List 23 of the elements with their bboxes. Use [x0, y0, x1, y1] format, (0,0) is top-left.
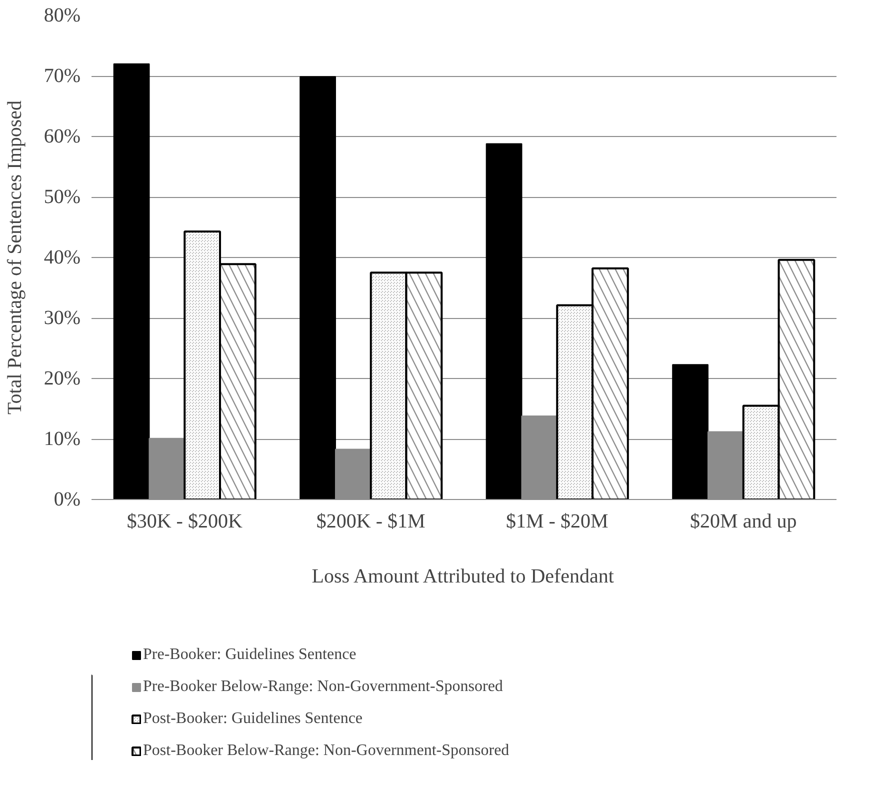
y-tick-label: 50%: [44, 186, 81, 208]
y-tick-label: 80%: [44, 4, 81, 26]
y-tick-label: 60%: [44, 126, 81, 148]
x-axis-title: Loss Amount Attributed to Defendant: [312, 566, 614, 588]
bar: [486, 143, 522, 500]
y-tick-label: 20%: [44, 368, 81, 390]
y-tick-label: 70%: [44, 65, 81, 87]
y-axis-title: Total Percentage of Sentences Imposed: [4, 100, 26, 415]
bar: [672, 364, 708, 500]
legend-label: Post-Booker Below-Range: Non-Government-Sponsored: [143, 742, 510, 760]
y-tick-label: 0%: [54, 488, 81, 510]
x-tick-label: $1M - $20M: [506, 510, 608, 532]
x-tick-label: $30K - $200K: [126, 510, 243, 532]
y-tick-label: 10%: [44, 428, 81, 450]
x-tick-label: $20M and up: [690, 510, 797, 532]
legend-label: Pre-Booker Below-Range: Non-Government-Sponsored: [143, 678, 503, 696]
y-tick-label: 40%: [44, 246, 81, 268]
bar: [300, 76, 336, 500]
legend-label: Pre-Booker: Guidelines Sentence: [143, 646, 356, 664]
x-tick-label: $200K - $1M: [316, 510, 426, 532]
y-tick-label: 30%: [44, 307, 81, 329]
legend-label: Post-Booker: Guidelines Sentence: [143, 710, 363, 728]
bar: [113, 63, 150, 500]
